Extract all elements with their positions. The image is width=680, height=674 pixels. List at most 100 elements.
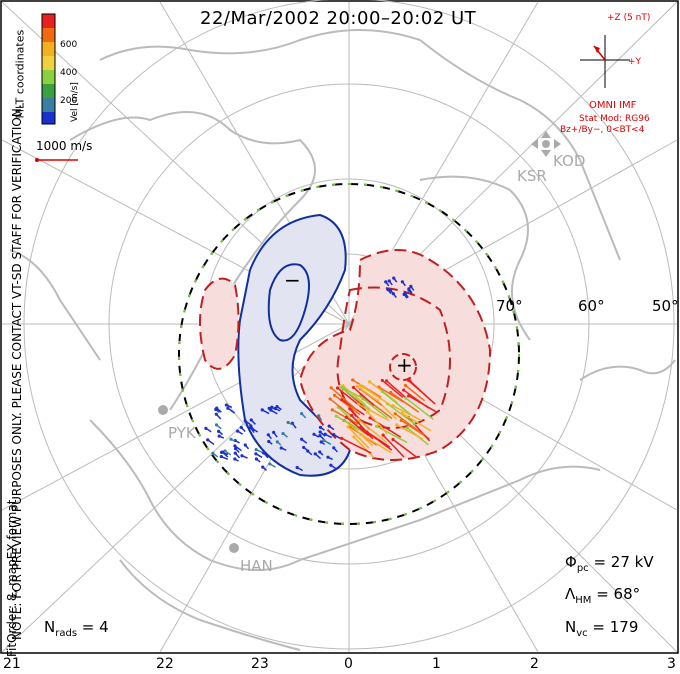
velocity-vector — [345, 416, 370, 437]
velocity-vector-origin — [395, 423, 399, 427]
velocity-vector-origin — [204, 426, 208, 430]
velocity-vector-origin — [313, 452, 317, 456]
velocity-vector-origin — [211, 451, 215, 455]
velocity-vector-origin — [361, 385, 366, 389]
negative-cell-sign: − — [284, 268, 301, 292]
velocity-vector-origin — [266, 433, 270, 437]
velocity-vector — [381, 391, 411, 415]
velocity-vector-origin — [235, 429, 240, 433]
velocity-vector-origin — [267, 406, 271, 410]
velocity-vector — [337, 387, 367, 412]
colorbar-tick-600: 600 — [60, 40, 78, 50]
velocity-vector-origin — [249, 425, 253, 430]
velocity-vector — [363, 386, 391, 406]
velocity-vector-origin — [240, 454, 244, 458]
velocity-vector — [386, 380, 407, 399]
lat-label-70: 70° — [496, 297, 523, 315]
mlt-tick-0: 0 — [344, 656, 353, 672]
velocity-vector-origin — [388, 288, 393, 292]
velocity-vector-origin — [351, 385, 356, 390]
lambda-hm: ΛHM = 68° — [565, 585, 641, 606]
mlt-tick-3: 3 — [667, 656, 676, 672]
colorbar-swatch — [42, 42, 55, 56]
velocity-vector-origin — [262, 451, 266, 455]
velocity-vector-origin — [243, 443, 247, 447]
velocity-vector-origin — [351, 378, 355, 382]
velocity-vector — [342, 385, 366, 406]
mlt-tick-21: 21 — [3, 656, 21, 672]
velocity-vector-origin — [275, 440, 279, 444]
velocity-vector-origin — [300, 437, 304, 441]
velocity-vector — [405, 397, 434, 420]
velocity-vector-origin — [286, 420, 290, 425]
lat-label-50: 50° — [652, 297, 679, 315]
velocity-vector-origin — [224, 403, 228, 407]
velocity-vector — [360, 433, 392, 454]
velocity-vector-origin — [329, 386, 333, 390]
positive-cell-sign: + — [396, 353, 413, 377]
velocity-vector-origin — [330, 408, 334, 412]
velocity-vector — [378, 386, 404, 403]
velocity-vector-origin — [272, 430, 276, 435]
velocity-vector-origin — [327, 424, 331, 428]
velocity-vector-origin — [267, 439, 271, 444]
velocity-vector-origin — [350, 413, 354, 418]
imf-y-label: +Y — [628, 57, 642, 67]
mlt-tick-22: 22 — [156, 656, 174, 672]
colorbar-frame — [41, 13, 56, 125]
lat-label-60: 60° — [578, 297, 605, 315]
velocity-vector-origin — [261, 465, 265, 469]
velocity-vector-origin — [392, 276, 396, 280]
velocity-vector-origin — [344, 415, 348, 419]
velocity-vector-origin — [407, 287, 411, 291]
velocity-vector-origin — [239, 425, 243, 430]
velocity-vector-origin — [381, 433, 385, 437]
velocity-vector — [381, 379, 404, 398]
velocity-vector-origin — [318, 433, 322, 438]
velocity-vector-origin — [356, 417, 360, 422]
velocity-vector — [376, 425, 408, 444]
velocity-vector — [352, 386, 375, 406]
velocity-vector-origin — [332, 433, 336, 437]
negative-cell-inner — [267, 263, 310, 342]
velocity-vector-origin — [332, 446, 336, 450]
velocity-vector-origin — [233, 447, 238, 451]
velocity-vector-origin — [226, 406, 230, 410]
velocity-vector — [394, 413, 425, 436]
velocity-vector-origin — [389, 390, 393, 395]
velocity-vector-origin — [384, 280, 388, 284]
velocity-vector — [358, 403, 390, 422]
phi-pc: Φpc = 27 kV — [565, 553, 654, 574]
velocity-vectors — [204, 276, 439, 472]
map-frame — [0, 0, 679, 654]
velocity-vector-origin — [367, 380, 372, 384]
velocity-vector-origin — [318, 450, 322, 454]
velocity-vector — [396, 424, 424, 440]
velocity-vector-origin — [319, 440, 323, 444]
station-ksr: KSR — [517, 167, 547, 185]
phi-pc-value: 27 kV — [610, 553, 654, 571]
hmb-boundary-points — [178, 183, 520, 525]
velocity-vector-origin — [318, 430, 322, 434]
velocity-vector — [348, 422, 374, 447]
velocity-vector-origin — [400, 411, 404, 415]
velocity-vector — [362, 398, 388, 419]
velocity-vector-origin — [260, 408, 264, 412]
velocity-vector-origin — [249, 418, 253, 422]
colorbar-swatch — [42, 56, 55, 70]
n-rads-value: 4 — [99, 618, 109, 636]
velocity-vector-origin — [368, 416, 372, 420]
velocity-vector-origin — [318, 425, 323, 429]
imf-dial — [580, 35, 630, 88]
velocity-vector-origin — [217, 434, 221, 438]
velocity-vector-origin — [322, 438, 326, 443]
velocity-vector-origin — [233, 444, 237, 448]
velocity-vector-origin — [220, 450, 225, 454]
mlt-tick-2: 2 — [530, 656, 539, 672]
scale-label: 1000 m/s — [36, 139, 93, 153]
colorbar-tick-200: 200 — [60, 96, 78, 106]
imf-header: +Z (5 nT) — [607, 13, 651, 23]
velocity-vector-origin — [243, 419, 247, 423]
colorbar-swatch — [42, 14, 55, 28]
